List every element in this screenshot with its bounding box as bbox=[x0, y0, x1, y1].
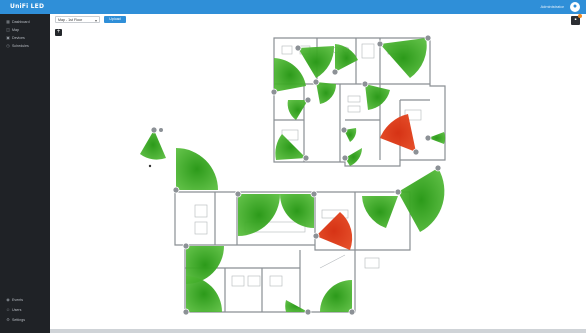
sidebar-item-label: Settings bbox=[12, 318, 25, 322]
alert-coverage-areas bbox=[316, 114, 416, 250]
sidebar-item-label: Schedules bbox=[12, 44, 29, 48]
app-logo: UniFi LED bbox=[10, 3, 45, 10]
user-avatar-icon[interactable]: ● bbox=[570, 2, 580, 12]
edit-icon: ▪ bbox=[574, 17, 577, 23]
events-icon: ◉ bbox=[6, 297, 10, 302]
sidebar-item-events[interactable]: ◉ Events bbox=[5, 296, 47, 304]
sidebar-item-users[interactable]: ☺ Users bbox=[5, 306, 47, 314]
sensor-coverage-areas bbox=[140, 38, 446, 312]
plus-icon: + bbox=[56, 29, 61, 35]
chevron-down-icon: ▾ bbox=[94, 18, 97, 23]
sensor-nodes bbox=[150, 34, 442, 316]
map-marker-dot bbox=[148, 164, 152, 168]
sidebar-item-map[interactable]: ◫ Map bbox=[5, 26, 47, 34]
sidebar-item-dashboard[interactable]: ▦ Dashboard bbox=[5, 18, 47, 26]
walls bbox=[174, 37, 446, 313]
floor-select-value: Map - 1st Floor bbox=[58, 18, 83, 22]
schedules-icon: ◷ bbox=[6, 43, 10, 48]
sidebar-item-label: Devices bbox=[12, 36, 25, 40]
dashboard-icon: ▦ bbox=[6, 19, 10, 24]
sidebar: ▦ Dashboard ◫ Map ▣ Devices ◷ Schedules … bbox=[0, 14, 50, 333]
sidebar-item-label: Users bbox=[12, 308, 22, 312]
floor-select[interactable]: Map - 1st Floor ▾ bbox=[55, 16, 100, 23]
sidebar-item-label: Events bbox=[12, 298, 23, 302]
users-icon: ☺ bbox=[5, 307, 11, 312]
sidebar-item-label: Dashboard bbox=[12, 20, 30, 24]
bottom-strip bbox=[50, 329, 586, 333]
settings-icon: ⚙ bbox=[6, 317, 10, 322]
edit-map-button[interactable]: ▪ bbox=[571, 16, 580, 25]
sidebar-item-schedules[interactable]: ◷ Schedules bbox=[5, 42, 47, 50]
sidebar-item-devices[interactable]: ▣ Devices bbox=[5, 34, 47, 42]
notification-badge bbox=[578, 14, 582, 18]
add-sensor-button[interactable]: + bbox=[55, 29, 62, 36]
sidebar-item-label: Map bbox=[12, 28, 19, 32]
sidebar-item-settings[interactable]: ⚙ Settings bbox=[5, 316, 47, 324]
top-bar: UniFi LED Administrator ● bbox=[0, 0, 586, 14]
map-icon: ◫ bbox=[6, 27, 10, 32]
user-name[interactable]: Administrator bbox=[540, 4, 564, 9]
upload-button[interactable]: Upload bbox=[104, 16, 126, 23]
devices-icon: ▣ bbox=[6, 35, 10, 40]
